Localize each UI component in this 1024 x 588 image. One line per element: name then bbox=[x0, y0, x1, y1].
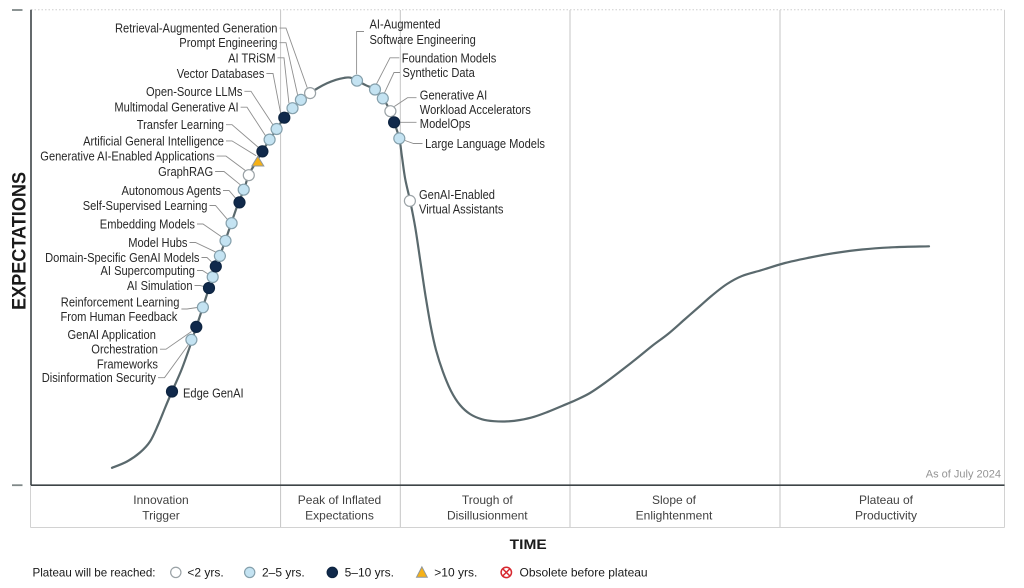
svg-text:Plateau of: Plateau of bbox=[859, 493, 914, 507]
svg-text:Artificial General Intelligenc: Artificial General Intelligence bbox=[83, 133, 224, 148]
svg-text:Enlightenment: Enlightenment bbox=[636, 508, 713, 522]
svg-text:Software Engineering: Software Engineering bbox=[370, 32, 476, 47]
svg-text:AI-Augmented: AI-Augmented bbox=[370, 17, 441, 32]
svg-text:Foundation Models: Foundation Models bbox=[402, 50, 497, 65]
svg-text:Slope of: Slope of bbox=[652, 493, 697, 507]
svg-text:Synthetic Data: Synthetic Data bbox=[403, 65, 476, 80]
svg-text:TIME: TIME bbox=[510, 536, 547, 552]
svg-text:Autonomous Agents: Autonomous Agents bbox=[122, 183, 222, 198]
svg-text:2–5 yrs.: 2–5 yrs. bbox=[262, 565, 305, 579]
svg-text:Frameworks: Frameworks bbox=[97, 357, 159, 372]
svg-text:GenAI Application: GenAI Application bbox=[68, 327, 156, 342]
svg-text:<2 yrs.: <2 yrs. bbox=[187, 565, 223, 579]
svg-text:Virtual Assistants: Virtual Assistants bbox=[419, 202, 504, 217]
svg-text:AI TRiSM: AI TRiSM bbox=[228, 50, 275, 65]
svg-text:From Human Feedback: From Human Feedback bbox=[61, 309, 178, 324]
svg-text:Productivity: Productivity bbox=[855, 508, 917, 522]
svg-text:Open-Source LLMs: Open-Source LLMs bbox=[146, 84, 243, 99]
svg-text:Plateau will be reached:: Plateau will be reached: bbox=[33, 565, 156, 579]
svg-text:Multimodal Generative AI: Multimodal Generative AI bbox=[114, 100, 238, 115]
svg-text:Self-Supervised Learning: Self-Supervised Learning bbox=[83, 198, 208, 213]
svg-text:Expectations: Expectations bbox=[305, 508, 374, 522]
svg-text:Innovation: Innovation bbox=[133, 493, 188, 507]
svg-text:GenAI-Enabled: GenAI-Enabled bbox=[419, 187, 495, 202]
svg-text:Orchestration: Orchestration bbox=[91, 342, 158, 357]
svg-text:Generative AI: Generative AI bbox=[420, 88, 487, 103]
svg-text:Workload Accelerators: Workload Accelerators bbox=[420, 102, 531, 117]
svg-text:Prompt Engineering: Prompt Engineering bbox=[179, 35, 277, 50]
svg-text:>10 yrs.: >10 yrs. bbox=[434, 565, 477, 579]
svg-text:AI Simulation: AI Simulation bbox=[127, 278, 193, 293]
svg-text:Model Hubs: Model Hubs bbox=[128, 235, 188, 250]
svg-text:5–10 yrs.: 5–10 yrs. bbox=[345, 565, 394, 579]
svg-text:Trigger: Trigger bbox=[142, 508, 180, 522]
svg-text:AI Supercomputing: AI Supercomputing bbox=[101, 263, 196, 278]
svg-text:Edge GenAI: Edge GenAI bbox=[183, 386, 244, 401]
svg-text:Transfer Learning: Transfer Learning bbox=[137, 117, 224, 132]
svg-text:Disinformation Security: Disinformation Security bbox=[42, 370, 157, 385]
svg-text:Trough of: Trough of bbox=[462, 493, 514, 507]
svg-text:EXPECTATIONS: EXPECTATIONS bbox=[9, 172, 30, 310]
svg-text:ModelOps: ModelOps bbox=[420, 116, 471, 131]
svg-text:Retrieval-Augmented Generation: Retrieval-Augmented Generation bbox=[115, 21, 278, 36]
svg-text:Disillusionment: Disillusionment bbox=[447, 508, 528, 522]
svg-text:Peak of Inflated: Peak of Inflated bbox=[298, 493, 381, 507]
svg-text:Obsolete before plateau: Obsolete before plateau bbox=[520, 565, 648, 579]
svg-text:Generative AI-Enabled Applicat: Generative AI-Enabled Applications bbox=[40, 149, 215, 164]
svg-text:As of July 2024: As of July 2024 bbox=[926, 469, 1001, 481]
svg-text:Embedding Models: Embedding Models bbox=[100, 217, 196, 232]
svg-text:Domain-Specific GenAI Models: Domain-Specific GenAI Models bbox=[45, 250, 200, 265]
svg-text:GraphRAG: GraphRAG bbox=[158, 164, 213, 179]
svg-text:Vector Databases: Vector Databases bbox=[177, 66, 265, 81]
svg-text:Reinforcement Learning: Reinforcement Learning bbox=[61, 295, 180, 310]
svg-text:Large Language Models: Large Language Models bbox=[425, 136, 545, 151]
